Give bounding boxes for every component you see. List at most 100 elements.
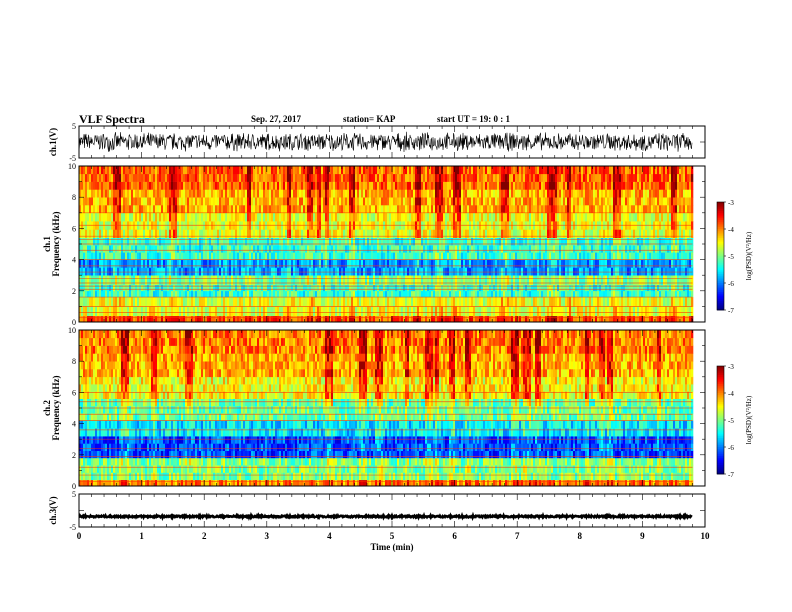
spectrogram-cell	[525, 252, 528, 260]
spectrogram-cell	[423, 197, 426, 206]
spectrogram-cell	[373, 297, 376, 307]
spectrogram-cell	[355, 297, 358, 307]
spectrogram-cell	[81, 245, 84, 253]
spectrogram-cell	[337, 189, 340, 198]
spectrogram-cell	[439, 245, 442, 253]
spectrogram-cell	[523, 297, 526, 307]
spectrogram-cell	[285, 229, 288, 238]
spectrogram-cell	[97, 181, 100, 190]
spectrogram-cell	[555, 259, 558, 268]
spectrogram-cell	[209, 212, 212, 222]
spectrogram-cell	[217, 275, 220, 285]
spectrogram-cell	[525, 237, 528, 246]
spectrogram-cell	[373, 267, 376, 276]
spectrogram-cell	[197, 284, 200, 292]
spectrogram-cell	[319, 259, 322, 268]
spectrogram-cell	[455, 237, 458, 246]
spectrogram-cell	[275, 166, 278, 175]
spectrogram-cell	[565, 205, 568, 214]
spectrogram-cell	[371, 189, 374, 198]
spectrogram-cell	[175, 245, 178, 253]
spectrogram-cell	[211, 315, 214, 323]
spectrogram-cell	[471, 181, 474, 190]
spectrogram-cell	[565, 197, 568, 206]
spectrogram-cell	[523, 173, 526, 182]
spectrogram-cell	[197, 252, 200, 260]
spectrogram-cell	[435, 267, 438, 276]
spectrogram-cell	[385, 315, 388, 323]
spectrogram-cell	[443, 245, 446, 253]
spectrogram-cell	[225, 166, 228, 175]
spectrogram-cell	[205, 237, 208, 246]
spectrogram-cell	[179, 275, 182, 285]
spectrogram-cell	[243, 284, 246, 292]
spectrogram-cell	[551, 267, 554, 276]
spectrogram-cell	[519, 306, 522, 317]
spectrogram-cell	[331, 315, 334, 323]
spectrogram-cell	[131, 181, 134, 190]
spectrogram-cell	[211, 297, 214, 307]
spectrogram-cell	[303, 275, 306, 285]
spectrogram-cell	[279, 245, 282, 253]
spectrogram-cell	[257, 306, 260, 317]
spectrogram-cell	[221, 197, 224, 206]
chart-title: VLF Spectra	[79, 112, 145, 126]
spectrogram-cell	[279, 197, 282, 206]
spectrogram-cell	[457, 173, 460, 182]
spectrogram-cell	[281, 306, 284, 317]
spectrogram-cell	[529, 259, 532, 268]
spectrogram-cell	[395, 252, 398, 260]
spectrogram-cell	[485, 259, 488, 268]
spectrogram-cell	[499, 237, 502, 246]
spectrogram-cell	[129, 205, 132, 214]
spectrogram-cell	[251, 205, 254, 214]
spectrogram-cell	[555, 229, 558, 238]
spectrogram-cell	[269, 297, 272, 307]
spectrogram-cell	[337, 297, 340, 307]
spectrogram-cell	[343, 197, 346, 206]
spectrogram-cell	[459, 245, 462, 253]
spectrogram-cell	[307, 297, 310, 307]
spectrogram-cell	[483, 315, 486, 323]
spectrogram-cell	[151, 212, 154, 222]
spectrogram-cell	[403, 252, 406, 260]
spectrogram-cell	[413, 259, 416, 268]
spectrogram-cell	[387, 205, 390, 214]
spectrogram-cell	[145, 259, 148, 268]
spectrogram-cell	[131, 166, 134, 175]
spectrogram-cell	[529, 290, 532, 298]
spectrogram-cell	[221, 205, 224, 214]
spectrogram-cell	[115, 306, 118, 317]
spectrogram-cell	[487, 315, 490, 323]
spectrogram-cell	[439, 197, 442, 206]
spectrogram-cell	[445, 290, 448, 298]
spectrogram-cell	[345, 306, 348, 317]
spectrogram-cell	[217, 173, 220, 182]
spectrogram-cell	[125, 181, 128, 190]
spectrogram-cell	[109, 181, 112, 190]
spectrogram-cell	[177, 166, 180, 175]
spectrogram-cell	[513, 306, 516, 317]
spectrogram-cell	[511, 173, 514, 182]
spectrogram-cell	[515, 275, 518, 285]
spectrogram-cell	[541, 212, 544, 222]
spectrogram-cell	[465, 267, 468, 276]
spectrogram-cell	[125, 189, 128, 198]
spectrogram-cell	[337, 245, 340, 253]
spectrogram-cell	[495, 297, 498, 307]
spectrogram-cell	[575, 315, 578, 323]
spectrogram-cell	[243, 259, 246, 268]
spectrogram-cell	[537, 229, 540, 238]
spectrogram-cell	[353, 166, 356, 175]
spectrogram-cell	[145, 166, 148, 175]
spectrogram-cell	[101, 189, 104, 198]
spectrogram-cell	[541, 306, 544, 317]
spectrogram-cell	[489, 173, 492, 182]
spectrogram-cell	[195, 275, 198, 285]
spectrogram-cell	[491, 173, 494, 182]
spectrogram-cell	[119, 284, 122, 292]
spectrogram-cell	[125, 315, 128, 323]
spectrogram-cell	[555, 297, 558, 307]
spectrogram-cell	[411, 306, 414, 317]
spectrogram-cell	[391, 181, 394, 190]
